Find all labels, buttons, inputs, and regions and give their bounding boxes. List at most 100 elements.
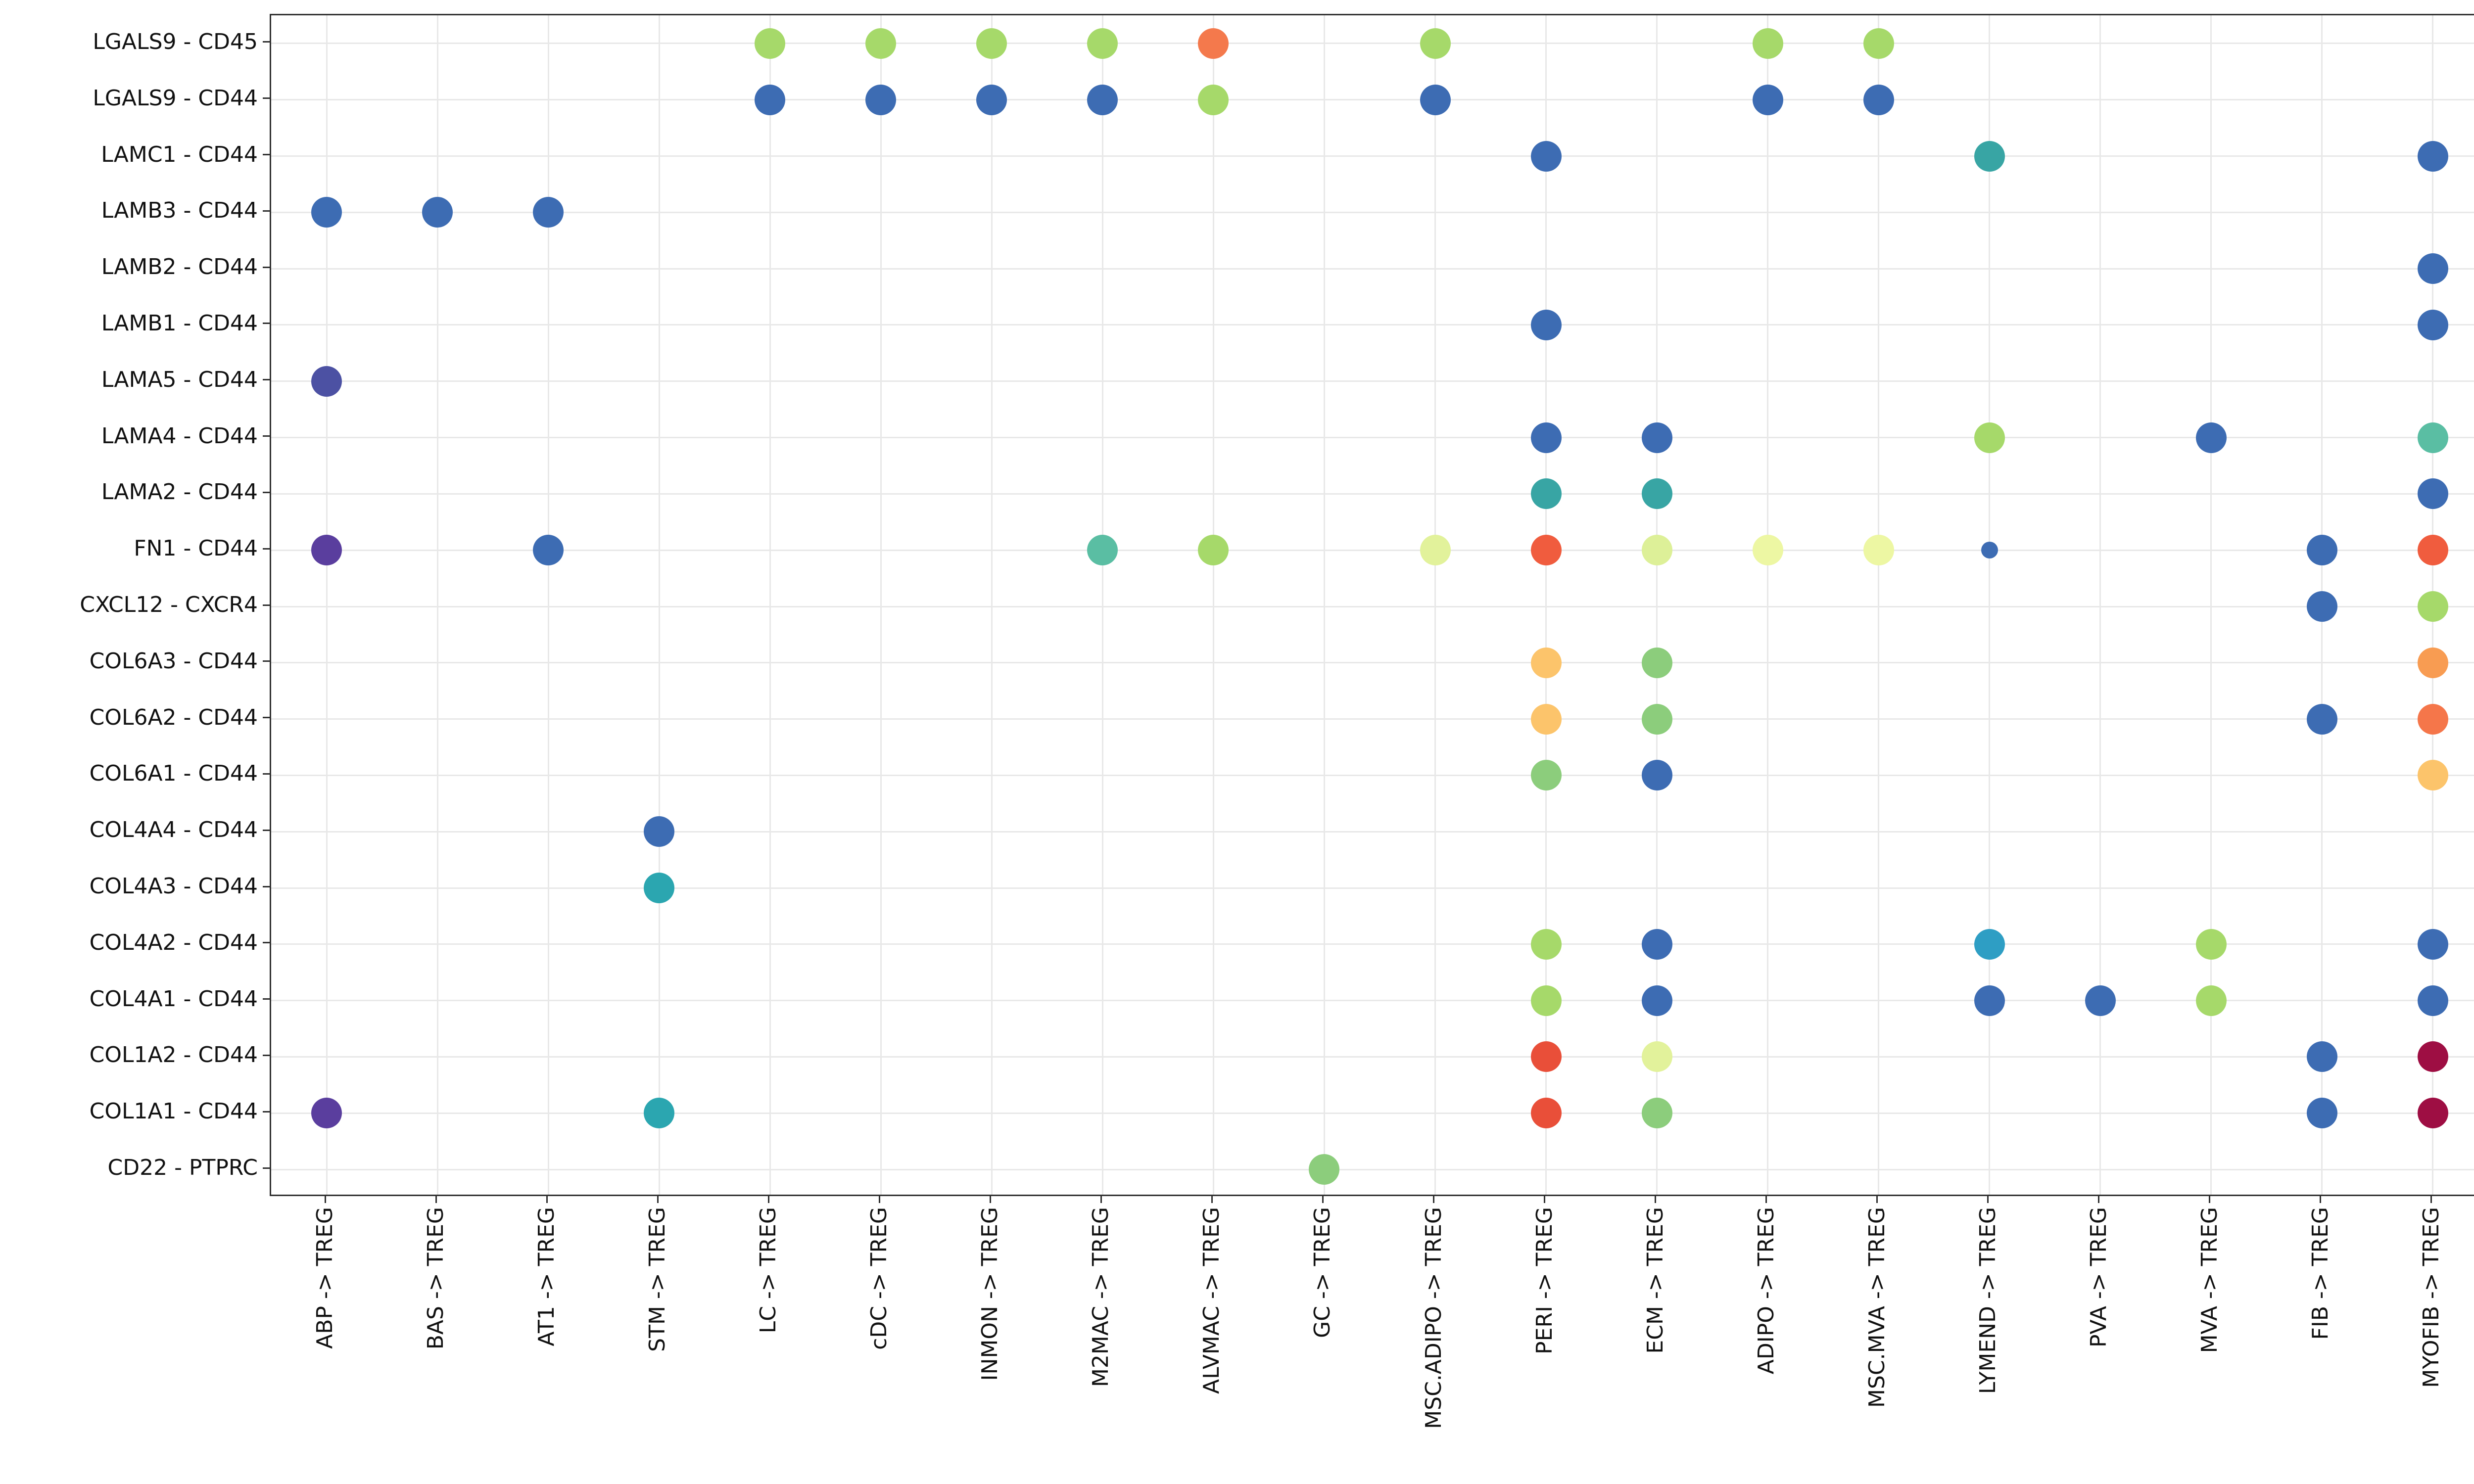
data-point: [1641, 928, 1672, 960]
data-point: [2306, 1098, 2337, 1129]
gridline-vertical: [658, 15, 660, 1195]
x-axis-label: FIB -> TREG: [2307, 1207, 2333, 1340]
x-axis-label: BAS -> TREG: [423, 1207, 449, 1350]
y-axis-label: COL4A3 - CD44: [89, 874, 258, 899]
x-axis-label: M2MAC -> TREG: [1088, 1207, 1114, 1388]
data-point: [2417, 647, 2448, 678]
gridline-horizontal: [271, 887, 2474, 889]
data-point: [311, 197, 342, 228]
data-point: [1530, 985, 1562, 1016]
gridline-vertical: [1101, 15, 1103, 1195]
gridline-horizontal: [271, 268, 2474, 270]
y-axis-label: COL6A3 - CD44: [89, 648, 258, 674]
gridline-horizontal: [271, 662, 2474, 664]
data-point: [1309, 1154, 1340, 1185]
data-point: [2417, 535, 2448, 566]
data-point: [1641, 535, 1672, 566]
gridline-vertical: [547, 15, 549, 1195]
gridline-vertical: [1767, 15, 1769, 1195]
gridline-horizontal: [271, 1056, 2474, 1058]
y-axis-label: COL1A2 - CD44: [89, 1042, 258, 1068]
y-axis-label: LAMA5 - CD44: [101, 367, 258, 392]
data-point: [2417, 1098, 2448, 1129]
gridline-horizontal: [271, 211, 2474, 213]
data-point: [1752, 28, 1783, 59]
data-point: [1420, 84, 1451, 115]
gridline-vertical: [2099, 15, 2101, 1195]
gridline-vertical: [1323, 15, 1325, 1195]
gridline-vertical: [2210, 15, 2212, 1195]
data-point: [2306, 591, 2337, 622]
data-point: [1530, 647, 1562, 678]
gridline-vertical: [1878, 15, 1880, 1195]
x-axis-tick: [1433, 1196, 1434, 1203]
data-point: [1641, 478, 1672, 510]
y-axis-label: FN1 - CD44: [134, 536, 258, 561]
data-point: [2417, 253, 2448, 284]
x-axis-label: ECM -> TREG: [1642, 1207, 1668, 1354]
gridline-horizontal: [271, 1000, 2474, 1002]
gridline-vertical: [436, 15, 438, 1195]
data-point: [1863, 535, 1894, 566]
data-point: [1974, 140, 2005, 172]
data-point: [2417, 140, 2448, 172]
x-axis-label: INMON -> TREG: [977, 1207, 1003, 1381]
data-point: [1974, 422, 2005, 453]
data-point: [1530, 1041, 1562, 1072]
y-axis-tick: [263, 41, 270, 43]
data-point: [2417, 928, 2448, 960]
data-point: [1530, 928, 1562, 960]
x-axis-tick: [767, 1196, 769, 1203]
y-axis-tick: [263, 154, 270, 156]
data-point: [1641, 703, 1672, 735]
y-axis-tick: [263, 885, 270, 887]
y-axis-tick: [263, 998, 270, 1000]
gridline-horizontal: [271, 43, 2474, 45]
data-point: [2195, 422, 2227, 453]
gridline-vertical: [1212, 15, 1214, 1195]
data-point: [311, 535, 342, 566]
data-point: [1641, 647, 1672, 678]
gridline-vertical: [880, 15, 882, 1195]
x-axis-tick: [878, 1196, 880, 1203]
x-axis-tick: [1655, 1196, 1657, 1203]
data-point: [976, 28, 1007, 59]
y-axis-tick: [263, 942, 270, 944]
data-point: [1641, 1041, 1672, 1072]
data-point: [1863, 84, 1894, 115]
x-axis-tick: [1876, 1196, 1878, 1203]
y-axis-label: LAMB1 - CD44: [101, 310, 258, 336]
data-point: [644, 1098, 675, 1129]
data-point: [755, 84, 786, 115]
data-point: [422, 197, 453, 228]
gridline-horizontal: [271, 774, 2474, 776]
x-axis-label: MSC.ADIPO -> TREG: [1421, 1207, 1446, 1429]
data-point: [1087, 28, 1118, 59]
data-point: [2417, 703, 2448, 735]
data-point: [2195, 928, 2227, 960]
x-axis-label: ADIPO -> TREG: [1753, 1207, 1779, 1375]
data-point: [1530, 478, 1562, 510]
data-point: [1641, 985, 1672, 1016]
data-point: [1530, 760, 1562, 791]
gridline-horizontal: [271, 437, 2474, 439]
data-point: [2417, 309, 2448, 340]
x-axis-label: STM -> TREG: [645, 1207, 670, 1352]
x-axis-tick: [324, 1196, 326, 1203]
data-point: [2417, 985, 2448, 1016]
y-axis-label: COL4A2 - CD44: [89, 929, 258, 955]
x-axis-tick: [2320, 1196, 2322, 1203]
data-point: [533, 535, 564, 566]
gridline-vertical: [1545, 15, 1547, 1195]
data-point: [1198, 535, 1229, 566]
y-axis-label: LGALS9 - CD44: [93, 85, 258, 111]
gridline-horizontal: [271, 324, 2474, 326]
gridline-horizontal: [271, 1168, 2474, 1170]
y-axis-tick: [263, 379, 270, 381]
data-point: [2306, 535, 2337, 566]
y-axis-tick: [263, 210, 270, 212]
y-axis-label: LGALS9 - CD45: [93, 29, 258, 54]
x-axis-label: ABP -> TREG: [312, 1207, 338, 1349]
data-point: [1863, 28, 1894, 59]
